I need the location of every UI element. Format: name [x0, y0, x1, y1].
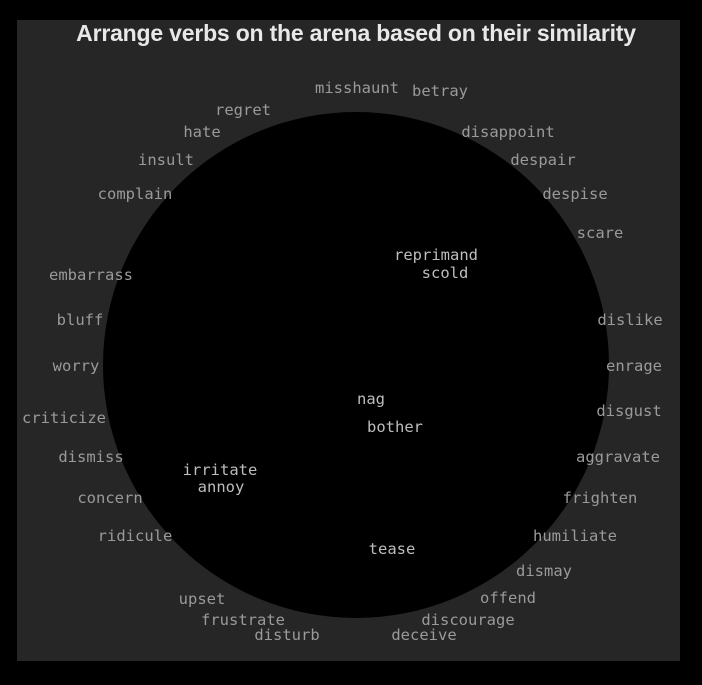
verb-frustrate[interactable]: frustrate: [201, 611, 285, 629]
verb-humiliate[interactable]: humiliate: [533, 527, 617, 545]
verb-scold[interactable]: scold: [421, 264, 469, 282]
similarity-arena[interactable]: [103, 112, 609, 618]
verb-insult[interactable]: insult: [138, 151, 194, 169]
verb-criticize[interactable]: criticize: [22, 409, 106, 427]
verb-despise[interactable]: despise: [542, 185, 608, 203]
verb-disturb[interactable]: disturb: [254, 626, 320, 644]
verb-dismay[interactable]: dismay: [516, 562, 572, 580]
verb-discourage[interactable]: discourage: [421, 611, 515, 629]
verb-offend[interactable]: offend: [480, 589, 536, 607]
verb-deceive[interactable]: deceive: [391, 626, 457, 644]
verb-dislike[interactable]: dislike: [597, 311, 663, 329]
verb-betray[interactable]: betray: [412, 82, 468, 100]
verb-bluff[interactable]: bluff: [56, 311, 104, 329]
verb-concern[interactable]: concern: [77, 489, 143, 507]
verb-hate[interactable]: hate: [183, 123, 221, 141]
verb-upset[interactable]: upset: [178, 590, 226, 608]
verb-reprimand[interactable]: reprimand: [394, 246, 478, 264]
verb-dismiss[interactable]: dismiss: [58, 448, 124, 466]
verb-misshaunt[interactable]: misshaunt: [315, 79, 399, 97]
verb-disappoint[interactable]: disappoint: [461, 123, 555, 141]
verb-ridicule[interactable]: ridicule: [97, 527, 173, 545]
verb-bother[interactable]: bother: [367, 418, 423, 436]
verb-scare[interactable]: scare: [576, 224, 624, 242]
verb-embarrass[interactable]: embarrass: [49, 266, 133, 284]
verb-disgust[interactable]: disgust: [596, 402, 662, 420]
verb-annoy[interactable]: annoy: [197, 478, 245, 496]
verb-enrage[interactable]: enrage: [606, 357, 662, 375]
verb-aggravate[interactable]: aggravate: [576, 448, 660, 466]
verb-despair[interactable]: despair: [510, 151, 576, 169]
verb-worry[interactable]: worry: [52, 357, 100, 375]
verb-irritate[interactable]: irritate: [182, 461, 258, 479]
page-title: Arrange verbs on the arena based on thei…: [76, 20, 636, 46]
verb-tease[interactable]: tease: [368, 540, 416, 558]
verb-complain[interactable]: complain: [97, 185, 173, 203]
verb-frighten[interactable]: frighten: [562, 489, 638, 507]
verb-regret[interactable]: regret: [215, 101, 271, 119]
verb-nag[interactable]: nag: [357, 390, 385, 408]
